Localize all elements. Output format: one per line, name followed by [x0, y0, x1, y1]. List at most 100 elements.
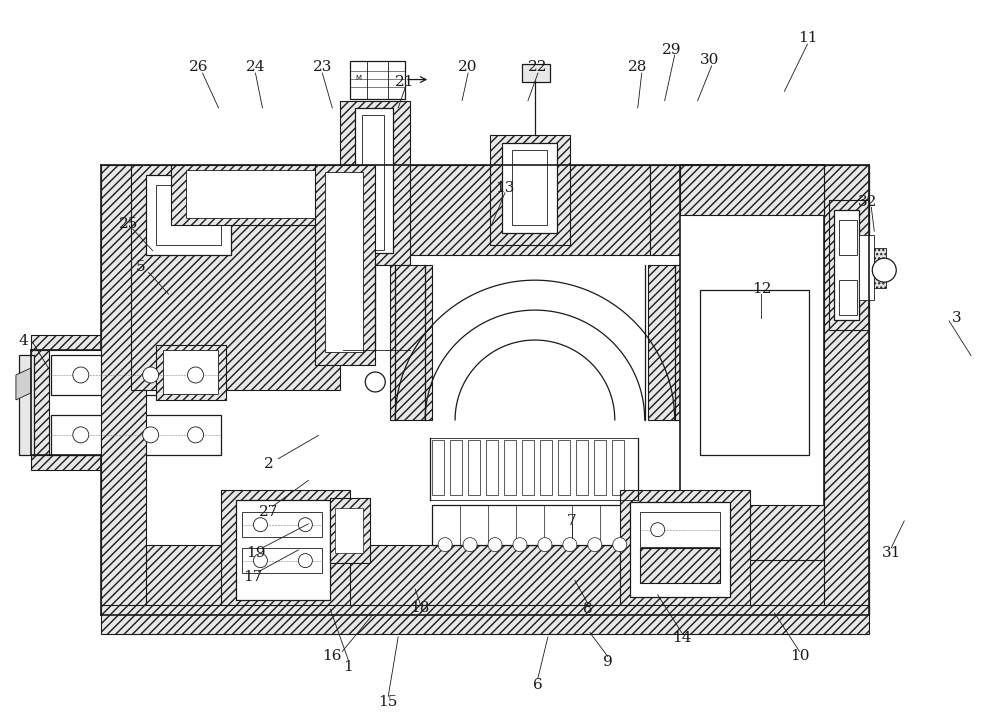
- Circle shape: [588, 538, 602, 552]
- Bar: [163, 350, 218, 394]
- Text: 12: 12: [752, 282, 771, 296]
- Text: M: M: [355, 75, 361, 81]
- Bar: [640, 547, 720, 582]
- Bar: [355, 108, 393, 253]
- Bar: [648, 265, 688, 420]
- Bar: [490, 136, 570, 245]
- Circle shape: [253, 554, 267, 568]
- Polygon shape: [16, 368, 31, 400]
- Bar: [325, 172, 363, 352]
- Bar: [236, 499, 330, 600]
- Bar: [432, 440, 444, 494]
- Bar: [315, 166, 375, 365]
- Bar: [504, 440, 516, 494]
- Bar: [51, 415, 221, 454]
- Text: 29: 29: [662, 43, 681, 57]
- Bar: [576, 440, 588, 494]
- Text: 19: 19: [246, 546, 265, 560]
- Text: 11: 11: [798, 31, 817, 45]
- Bar: [51, 355, 221, 395]
- Text: 16: 16: [323, 650, 342, 664]
- Bar: [101, 430, 126, 470]
- Circle shape: [73, 367, 89, 383]
- Bar: [558, 440, 570, 494]
- Bar: [101, 166, 146, 614]
- Bar: [146, 176, 231, 256]
- Circle shape: [188, 367, 204, 383]
- Text: 24: 24: [246, 60, 265, 74]
- Bar: [650, 544, 869, 614]
- Text: 10: 10: [790, 650, 809, 664]
- Bar: [101, 350, 126, 390]
- Circle shape: [488, 538, 502, 552]
- Text: 13: 13: [495, 181, 515, 195]
- Text: 8: 8: [583, 603, 593, 616]
- Circle shape: [298, 518, 312, 531]
- Text: 28: 28: [628, 60, 647, 74]
- Text: 14: 14: [672, 632, 691, 645]
- Text: 17: 17: [243, 570, 262, 584]
- Bar: [101, 166, 650, 256]
- Bar: [362, 115, 384, 250]
- Bar: [839, 280, 857, 315]
- Bar: [335, 507, 363, 552]
- Circle shape: [188, 427, 204, 443]
- Text: 22: 22: [528, 60, 548, 74]
- Text: 6: 6: [533, 679, 543, 693]
- Text: 25: 25: [119, 217, 138, 231]
- Circle shape: [463, 538, 477, 552]
- Circle shape: [253, 518, 267, 531]
- Text: 7: 7: [567, 514, 577, 528]
- Bar: [834, 211, 859, 320]
- Bar: [874, 248, 886, 288]
- Bar: [522, 64, 550, 81]
- Bar: [468, 440, 480, 494]
- Bar: [186, 171, 315, 219]
- Circle shape: [438, 538, 452, 552]
- Circle shape: [365, 372, 385, 392]
- Bar: [630, 502, 730, 597]
- Bar: [350, 60, 405, 99]
- Text: 31: 31: [882, 546, 901, 560]
- Circle shape: [538, 538, 552, 552]
- Bar: [31, 454, 101, 470]
- Text: 5: 5: [136, 261, 146, 274]
- Circle shape: [73, 427, 89, 443]
- Bar: [486, 440, 498, 494]
- Bar: [330, 498, 370, 563]
- Bar: [242, 512, 322, 537]
- Circle shape: [613, 538, 627, 552]
- Bar: [502, 144, 557, 233]
- Circle shape: [563, 538, 577, 552]
- Bar: [650, 166, 869, 256]
- Bar: [824, 166, 869, 614]
- Text: 15: 15: [379, 695, 398, 709]
- Text: 2: 2: [264, 457, 273, 471]
- Text: 9: 9: [603, 655, 613, 669]
- Text: 30: 30: [700, 53, 719, 67]
- Bar: [221, 490, 350, 614]
- Bar: [512, 150, 547, 225]
- Bar: [340, 100, 410, 265]
- Bar: [31, 335, 101, 350]
- Text: 20: 20: [458, 60, 478, 74]
- Bar: [700, 290, 809, 454]
- Bar: [522, 440, 534, 494]
- Circle shape: [143, 367, 159, 383]
- Bar: [156, 185, 221, 245]
- Text: 27: 27: [259, 505, 278, 518]
- Bar: [612, 440, 624, 494]
- Text: 32: 32: [858, 195, 877, 209]
- Bar: [680, 166, 824, 544]
- Circle shape: [872, 258, 896, 282]
- Text: 23: 23: [313, 60, 332, 74]
- Circle shape: [513, 538, 527, 552]
- Text: 4: 4: [18, 334, 28, 348]
- Bar: [131, 166, 340, 390]
- Text: 21: 21: [395, 75, 415, 89]
- Circle shape: [143, 427, 159, 443]
- Text: 1: 1: [343, 661, 353, 674]
- Bar: [432, 505, 637, 544]
- Circle shape: [298, 554, 312, 568]
- Bar: [156, 345, 226, 400]
